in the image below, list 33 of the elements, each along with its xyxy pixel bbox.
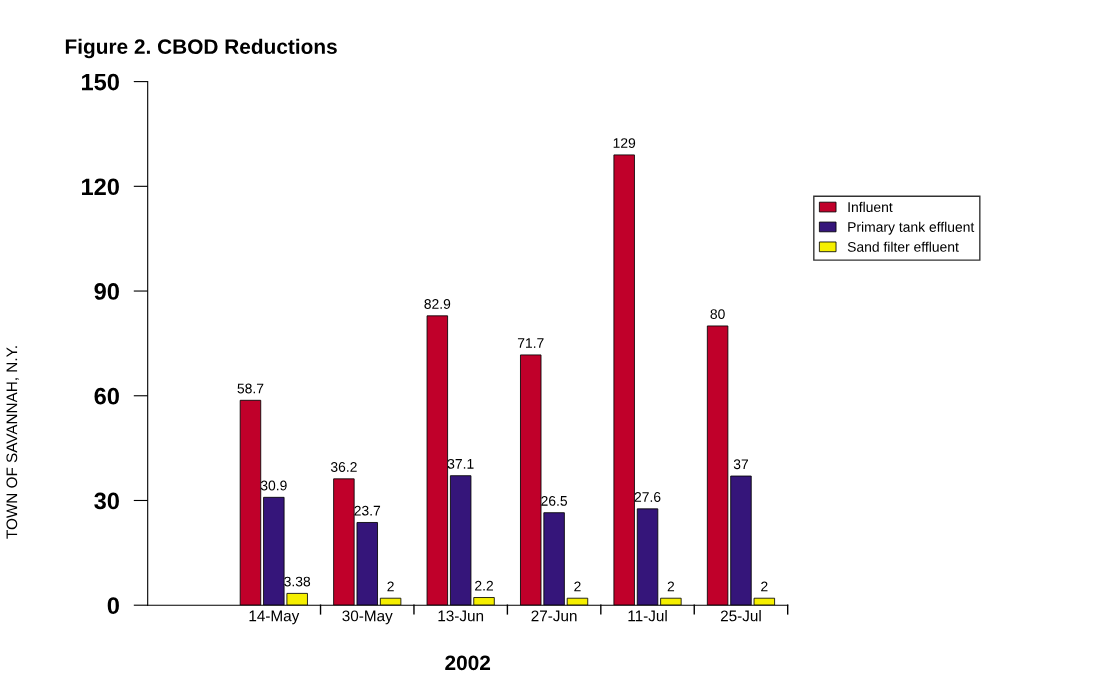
x-tick-label: 27-Jun <box>531 610 577 622</box>
data-label: 2.2 <box>475 580 493 591</box>
x-tick-label: 25-Jul <box>720 610 761 622</box>
data-label: 80 <box>710 309 725 320</box>
legend-label: Primary tank effluent <box>848 221 975 235</box>
x-tick-label: 13-Jun <box>438 610 484 622</box>
x-tick-label: 30-May <box>342 610 393 625</box>
y-tick-label: 30 <box>94 492 119 510</box>
data-label: 129 <box>613 138 636 148</box>
x-tick-label: 11-Jul <box>628 610 667 622</box>
y-tick-label: 60 <box>94 387 119 405</box>
data-label: 2 <box>574 581 581 592</box>
legend-label: Influent <box>848 201 893 213</box>
data-label: 2 <box>667 581 675 592</box>
data-label: 26.5 <box>541 495 568 506</box>
y-tick-label: 120 <box>82 178 119 196</box>
data-label: 37 <box>733 459 748 470</box>
legend-label: Sand filter effluent <box>847 241 959 252</box>
data-label: 71.7 <box>517 338 544 348</box>
data-label: 2 <box>387 581 394 592</box>
data-label: 58.7 <box>237 383 264 394</box>
data-label: 30.9 <box>260 480 287 491</box>
data-label: 3.38 <box>284 576 311 587</box>
data-label: 36.2 <box>330 462 357 472</box>
x-axis-title: 2002 <box>445 655 491 671</box>
y-tick-label: 150 <box>82 73 119 91</box>
y-tick-label: 90 <box>94 283 119 300</box>
data-label: 82.9 <box>424 299 451 309</box>
data-label: 2 <box>761 581 768 592</box>
chart-title: Figure 2. CBOD Reductions <box>65 38 337 59</box>
y-tick-label: 0 <box>107 597 119 614</box>
x-tick-label: 14-May <box>249 610 300 625</box>
text: TOWN OF SAVANNAH, N.Y. <box>6 346 20 539</box>
